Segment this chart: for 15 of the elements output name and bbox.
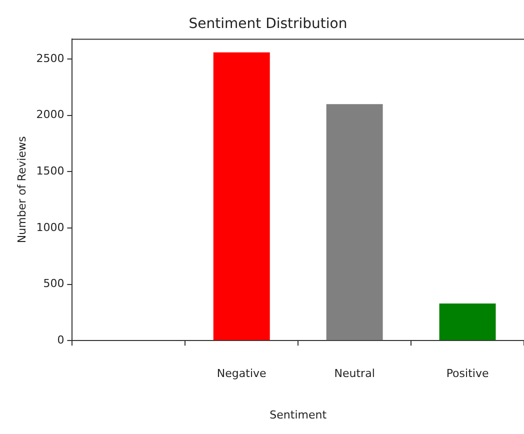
- y-tick-label: 2000: [36, 108, 64, 122]
- x-tick-label: Negative: [216, 367, 267, 380]
- chart-title: Sentiment Distribution: [188, 16, 348, 32]
- x-tick-label: Neutral: [334, 367, 375, 380]
- y-tick-label: 500: [43, 277, 64, 290]
- y-axis-title: Number of Reviews: [15, 136, 28, 244]
- bar: [326, 104, 383, 340]
- bar: [439, 303, 496, 340]
- y-tick-label: 2500: [36, 52, 64, 65]
- bar: [213, 52, 270, 340]
- y-tick-label: 0: [57, 333, 64, 346]
- x-tick-label: Positive: [446, 367, 489, 380]
- x-axis-title: Sentiment: [270, 408, 328, 422]
- y-tick-label: 1500: [36, 164, 64, 178]
- y-tick-label: 1000: [36, 220, 64, 234]
